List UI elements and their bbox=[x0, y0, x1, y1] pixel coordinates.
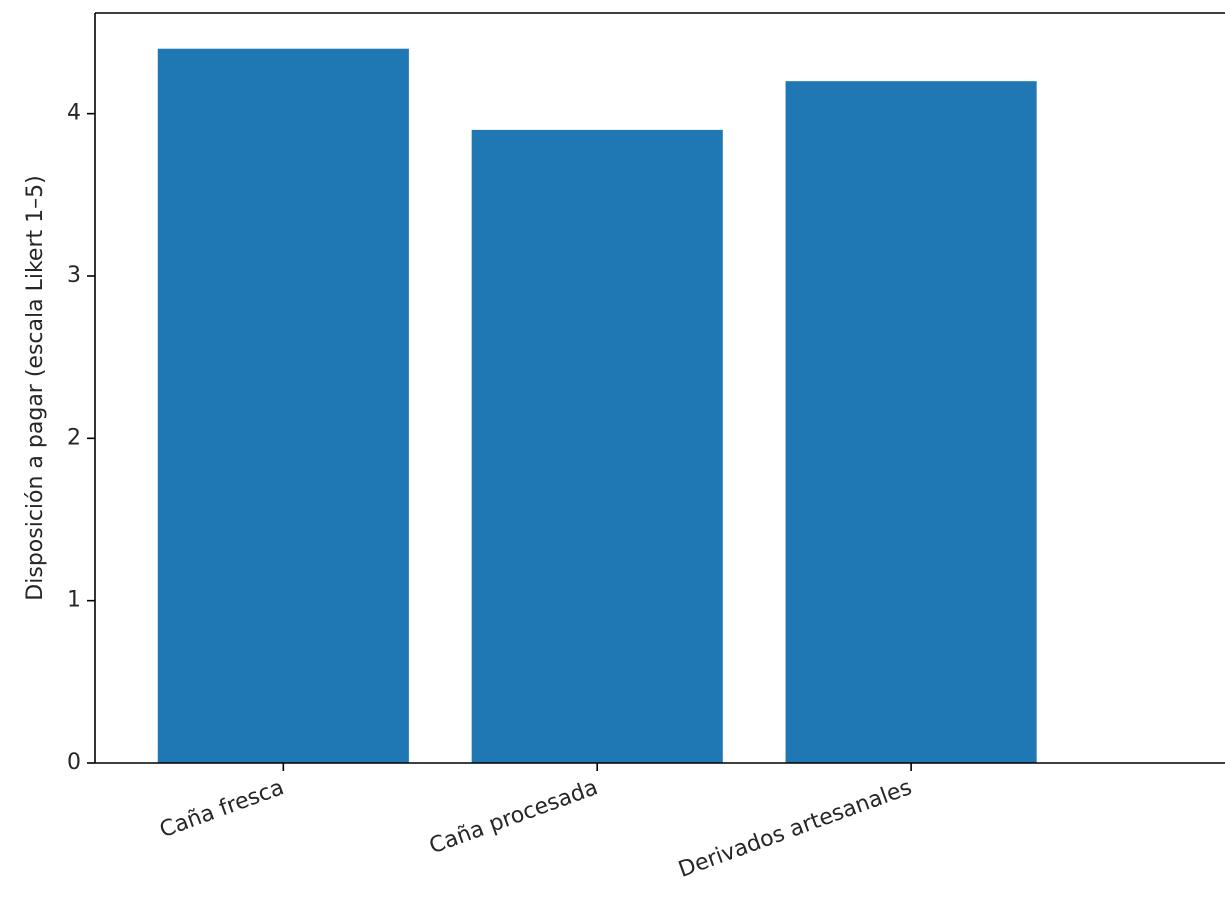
y-tick-label-3: 3 bbox=[67, 263, 81, 288]
bar-1 bbox=[471, 129, 723, 763]
y-tick-label-4: 4 bbox=[67, 101, 81, 126]
y-tick-label-0: 0 bbox=[67, 750, 81, 775]
y-tick-label-2: 2 bbox=[67, 425, 81, 450]
bar-2 bbox=[785, 81, 1037, 763]
y-axis-ticks: 0 1 2 3 4 bbox=[67, 101, 95, 775]
bars-group bbox=[157, 48, 1037, 763]
y-tick-label-1: 1 bbox=[67, 588, 81, 613]
y-axis-label: Disposición a pagar (escala Likert 1–5) bbox=[23, 175, 48, 600]
x-tick-label-2: Derivados artesanales bbox=[675, 775, 915, 883]
x-tick-label-1: Caña procesada bbox=[426, 775, 601, 859]
x-tick-label-0: Caña fresca bbox=[157, 775, 288, 843]
x-axis-ticks: Caña fresca Caña procesada Derivados artes… bbox=[157, 763, 915, 883]
bar-0 bbox=[157, 48, 409, 763]
